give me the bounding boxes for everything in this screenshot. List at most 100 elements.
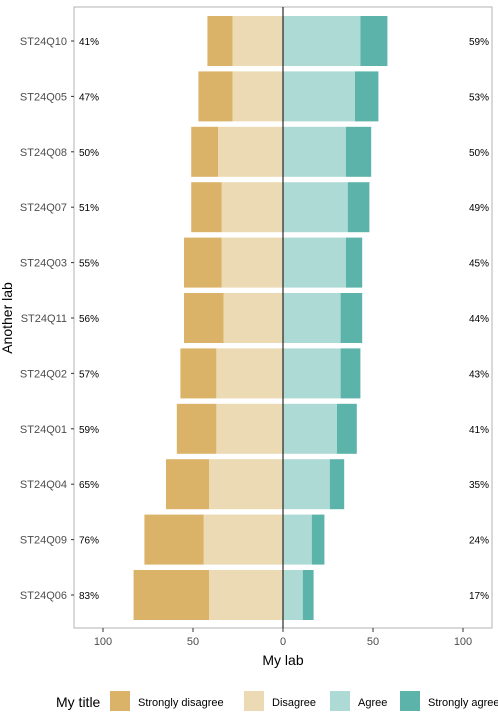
bar-strongly-agree-st24q01 <box>337 403 357 454</box>
right-percent-label: 53% <box>469 92 489 103</box>
legend-swatch-strongly-disagree <box>110 691 130 711</box>
left-percent-label: 57% <box>79 369 99 380</box>
bar-disagree-st24q10 <box>232 16 283 66</box>
legend-swatch-disagree <box>244 691 264 711</box>
legend: My title Strongly disagree Disagree Agree St… <box>56 691 498 711</box>
x-tick-label: 50 <box>187 636 199 648</box>
right-percent-label: 41% <box>469 425 489 436</box>
x-axis-title: My lab <box>262 652 303 668</box>
x-tick-label: 100 <box>94 636 112 648</box>
bar-disagree-st24q04 <box>209 459 283 510</box>
bar-agree-st24q07 <box>283 182 348 233</box>
bar-agree-st24q03 <box>283 237 346 288</box>
bar-strongly-disagree-st24q08 <box>191 126 219 177</box>
right-percent-label: 24% <box>469 536 489 547</box>
bar-strongly-agree-st24q11 <box>340 293 363 343</box>
bar-disagree-st24q08 <box>218 126 283 177</box>
y-tick-label: ST24Q04 <box>20 479 67 491</box>
x-axis: 100 50 0 50 100 <box>94 628 472 648</box>
bar-agree-st24q06 <box>283 570 303 620</box>
y-tick-label: ST24Q07 <box>20 202 67 214</box>
left-percent-label: 41% <box>79 37 99 48</box>
y-tick-label: ST24Q03 <box>20 258 67 270</box>
x-tick-label: 100 <box>454 636 472 648</box>
bar-strongly-agree-st24q05 <box>355 71 379 122</box>
y-tick-label: ST24Q11 <box>21 313 67 325</box>
right-percent-label: 44% <box>469 314 489 325</box>
y-tick-label: ST24Q08 <box>20 147 67 159</box>
bar-strongly-agree-st24q04 <box>329 459 345 510</box>
legend-label-disagree: Disagree <box>272 697 316 709</box>
left-percent-label: 47% <box>79 92 99 103</box>
bar-agree-st24q11 <box>283 293 341 343</box>
bar-strongly-disagree-st24q06 <box>133 570 210 620</box>
bar-strongly-agree-st24q03 <box>346 237 363 288</box>
bar-disagree-st24q05 <box>232 71 283 122</box>
legend-title: My title <box>56 694 101 710</box>
bar-agree-st24q08 <box>283 126 346 177</box>
bar-agree-st24q01 <box>283 403 337 454</box>
bar-strongly-disagree-st24q04 <box>166 459 210 510</box>
bar-agree-st24q05 <box>283 71 355 122</box>
right-percent-label: 43% <box>469 369 489 380</box>
y-tick-label: ST24Q09 <box>20 535 67 547</box>
left-percent-label: 59% <box>79 425 99 436</box>
bar-strongly-agree-st24q07 <box>347 182 370 233</box>
left-percent-label: 56% <box>79 314 99 325</box>
y-tick-label: ST24Q06 <box>20 590 67 602</box>
bar-disagree-st24q02 <box>216 348 283 399</box>
left-percent-label: 65% <box>79 480 99 491</box>
y-axis: ST24Q10 ST24Q05 ST24Q08 ST24Q07 ST24Q03 ST24Q… <box>20 36 74 602</box>
y-axis-title: Another lab <box>0 282 15 354</box>
right-percent-label: 50% <box>469 148 489 159</box>
bar-agree-st24q10 <box>283 16 361 66</box>
y-tick-label: ST24Q10 <box>20 36 67 48</box>
y-tick-label: ST24Q05 <box>20 91 67 103</box>
bar-disagree-st24q06 <box>209 570 283 620</box>
right-percent-label: 49% <box>469 203 489 214</box>
bar-strongly-disagree-st24q07 <box>191 182 222 233</box>
bar-disagree-st24q01 <box>216 403 283 454</box>
bar-strongly-disagree-st24q10 <box>207 16 233 66</box>
legend-swatch-agree <box>330 691 350 711</box>
left-percent-labels: 41% 47% 50% 51% 55% 56% 57% 59% 65% 76% 83% <box>79 37 99 602</box>
bar-strongly-disagree-st24q03 <box>184 237 222 288</box>
right-percent-label: 45% <box>469 259 489 270</box>
bar-disagree-st24q07 <box>221 182 283 233</box>
x-tick-label: 0 <box>280 636 286 648</box>
bar-agree-st24q04 <box>283 459 330 510</box>
bar-strongly-disagree-st24q11 <box>184 293 224 343</box>
bar-strongly-disagree-st24q05 <box>198 71 233 122</box>
left-percent-label: 55% <box>79 259 99 270</box>
legend-label-strongly-disagree: Strongly disagree <box>138 697 224 709</box>
bar-disagree-st24q03 <box>221 237 283 288</box>
bar-strongly-disagree-st24q01 <box>176 403 217 454</box>
bar-strongly-agree-st24q09 <box>311 514 325 565</box>
legend-swatch-strongly-agree <box>400 691 420 711</box>
bar-strongly-agree-st24q02 <box>340 348 361 399</box>
bar-disagree-st24q09 <box>203 514 283 565</box>
bar-strongly-disagree-st24q02 <box>180 348 217 399</box>
bar-strongly-agree-st24q08 <box>346 126 372 177</box>
left-percent-label: 51% <box>79 203 99 214</box>
y-tick-label: ST24Q01 <box>20 424 67 436</box>
bar-agree-st24q02 <box>283 348 341 399</box>
left-percent-label: 50% <box>79 148 99 159</box>
bar-agree-st24q09 <box>283 514 312 565</box>
right-percent-labels: 59% 53% 50% 49% 45% 44% 43% 41% 35% 24% 17% <box>469 37 489 602</box>
left-percent-label: 83% <box>79 591 99 602</box>
x-tick-label: 50 <box>367 636 379 648</box>
right-percent-label: 59% <box>469 37 489 48</box>
bars <box>133 16 388 620</box>
legend-label-agree: Agree <box>358 697 387 709</box>
bar-strongly-agree-st24q10 <box>360 16 388 66</box>
bar-disagree-st24q11 <box>223 293 283 343</box>
legend-label-strongly-agree: Strongly agree <box>428 697 498 709</box>
y-tick-label: ST24Q02 <box>20 368 67 380</box>
left-percent-label: 76% <box>79 536 99 547</box>
bar-strongly-agree-st24q06 <box>302 570 314 620</box>
bar-strongly-disagree-st24q09 <box>144 514 204 565</box>
right-percent-label: 35% <box>469 480 489 491</box>
right-percent-label: 17% <box>469 591 489 602</box>
